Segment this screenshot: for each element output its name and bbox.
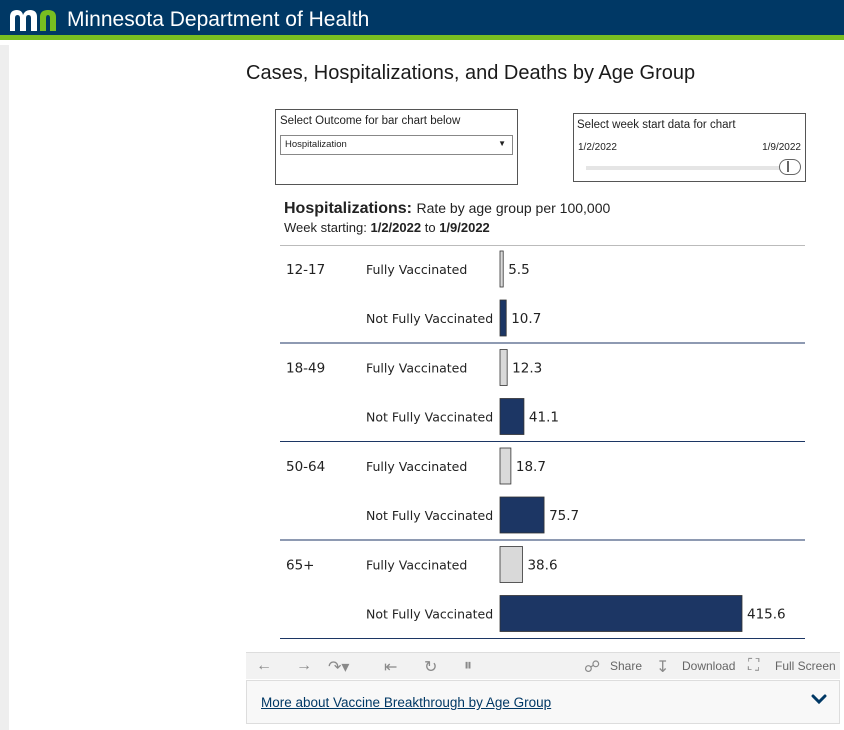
series-label-fully-vaccinated: Fully Vaccinated [366, 361, 467, 376]
week-to-word: to [424, 220, 436, 235]
share-icon[interactable]: ☍ [584, 659, 601, 676]
mn-logo-icon[interactable] [8, 7, 60, 33]
value-label-50-64-not-fully-vaccinated: 75.7 [549, 508, 579, 524]
bar-18-49-fully-vaccinated[interactable] [499, 349, 508, 386]
week-from: 1/2/2022 [370, 220, 422, 235]
week-prefix: Week starting: [284, 220, 367, 235]
week-filter-label: Select week start data for chart [577, 119, 736, 131]
value-label-12-17-not-fully-vaccinated: 10.7 [511, 311, 541, 327]
viz-toolbar: ← → ↷▾ ⇤ ↻ ⏸ ☍ Share ↧ Download ⛶ Full S… [246, 652, 840, 679]
chart-week-line: Week starting: 1/2/2022 to 1/9/2022 [284, 220, 490, 235]
outcome-select[interactable]: Hospitalization ▼ [280, 135, 513, 155]
age-group-label-65: 65+ [286, 558, 315, 574]
bar-50-64-fully-vaccinated[interactable] [499, 447, 512, 485]
week-filter: Select week start data for chart 1/2/202… [573, 113, 806, 182]
chevron-down-icon[interactable] [811, 691, 827, 707]
left-margin [0, 45, 9, 730]
value-label-65-fully-vaccinated: 38.6 [527, 558, 557, 574]
series-label-not-fully-vaccinated: Not Fully Vaccinated [366, 311, 493, 326]
age-group-label-18-49: 18-49 [286, 361, 325, 377]
chart-title: Hospitalizations: Rate by age group per … [284, 200, 610, 218]
week-range-end: 1/9/2022 [762, 142, 801, 153]
download-button[interactable]: Download [682, 659, 736, 673]
hospitalization-bar-chart[interactable]: 12-17 Fully Vaccinated 5.5 Not Fully Vaccin… [280, 245, 810, 643]
more-info-link[interactable]: More about Vaccine Breakthrough by Age G… [261, 695, 552, 710]
bar-12-17-not-fully-vaccinated[interactable] [499, 299, 507, 337]
bar-18-49-not-fully-vaccinated[interactable] [499, 398, 525, 435]
pause-icon[interactable]: ⏸ [464, 657, 473, 674]
value-label-50-64-fully-vaccinated: 18.7 [516, 459, 546, 475]
download-icon[interactable]: ↧ [656, 659, 670, 676]
series-label-fully-vaccinated: Fully Vaccinated [366, 262, 467, 277]
value-label-65-not-fully-vaccinated: 415.6 [747, 607, 786, 623]
value-label-12-17-fully-vaccinated: 5.5 [508, 262, 529, 278]
value-label-18-49-not-fully-vaccinated: 41.1 [529, 410, 559, 426]
refresh-icon[interactable]: ↻ [424, 659, 438, 676]
bar-50-64-not-fully-vaccinated[interactable] [499, 496, 545, 534]
age-group-label-12-17: 12-17 [286, 262, 325, 278]
site-header: Minnesota Department of Health [0, 0, 844, 40]
age-group-label-50-64: 50-64 [286, 459, 325, 475]
fullscreen-icon[interactable]: ⛶ [748, 657, 760, 674]
series-label-not-fully-vaccinated: Not Fully Vaccinated [366, 410, 493, 425]
chart-title-bold: Hospitalizations: [284, 200, 413, 217]
week-slider-handle[interactable] [779, 159, 801, 175]
week-to: 1/9/2022 [439, 220, 490, 235]
dropdown-arrow-icon[interactable]: ▼ [498, 139, 506, 148]
redo-icon[interactable]: → [296, 657, 312, 674]
first-icon[interactable]: ⇤ [384, 659, 398, 676]
week-range-start: 1/2/2022 [578, 142, 617, 153]
site-title[interactable]: Minnesota Department of Health [67, 8, 370, 31]
series-label-fully-vaccinated: Fully Vaccinated [366, 459, 467, 474]
outcome-filter-label: Select Outcome for bar chart below [280, 115, 461, 127]
bar-12-17-fully-vaccinated[interactable] [499, 250, 504, 288]
value-label-18-49-fully-vaccinated: 12.3 [512, 361, 542, 377]
week-slider-track[interactable] [586, 166, 786, 170]
revert-icon[interactable]: ↷▾ [328, 659, 350, 676]
page-title: Cases, Hospitalizations, and Deaths by A… [246, 62, 696, 84]
undo-icon[interactable]: ← [256, 657, 272, 674]
fullscreen-button[interactable]: Full Screen [775, 659, 836, 673]
chart-title-subtitle: Rate by age group per 100,000 [416, 200, 611, 216]
series-label-not-fully-vaccinated: Not Fully Vaccinated [366, 607, 493, 622]
outcome-select-value: Hospitalization [285, 139, 347, 150]
series-label-fully-vaccinated: Fully Vaccinated [366, 558, 467, 573]
more-info-panel[interactable]: More about Vaccine Breakthrough by Age G… [246, 680, 840, 724]
bar-65-not-fully-vaccinated[interactable] [499, 595, 743, 632]
share-button[interactable]: Share [610, 659, 643, 673]
series-label-not-fully-vaccinated: Not Fully Vaccinated [366, 508, 493, 523]
outcome-filter: Select Outcome for bar chart below Hospi… [275, 109, 518, 185]
bar-65-fully-vaccinated[interactable] [499, 546, 523, 583]
